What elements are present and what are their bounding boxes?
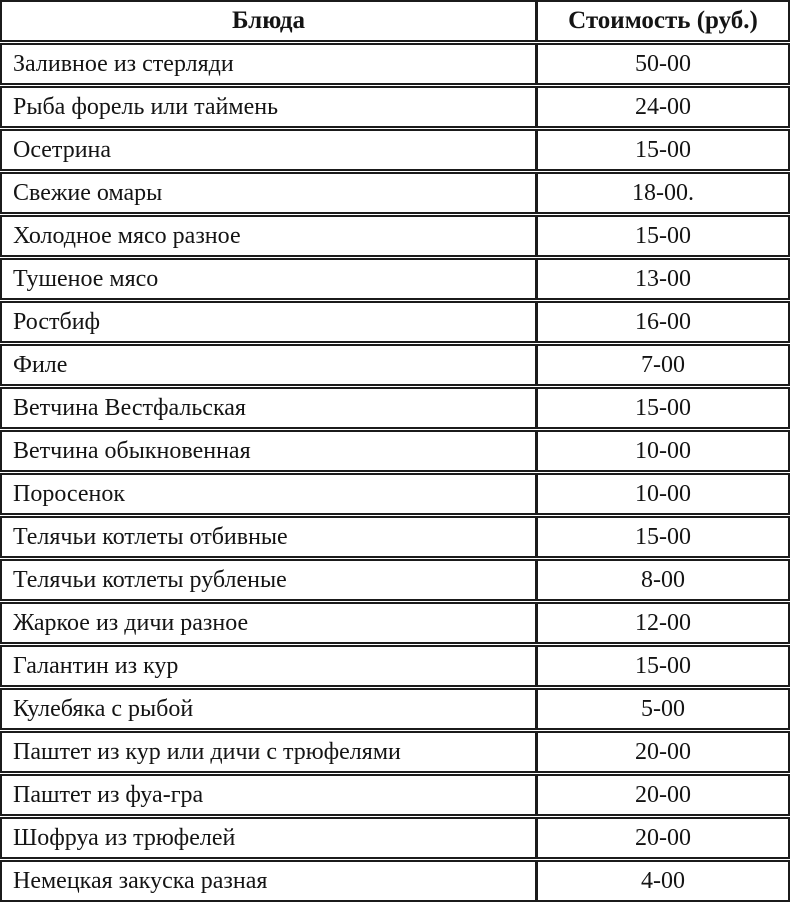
price-cell: 5-00 <box>641 695 685 722</box>
table-row: Тушеное мясо 13-00 <box>0 258 790 300</box>
dish-name-cell: Филе <box>2 346 538 384</box>
table-row: Ветчина обыкновенная 10-00 <box>0 430 790 472</box>
table-row: Рыба форель или таймень 24-00 <box>0 86 790 128</box>
table-row: Паштет из фуа-гра 20-00 <box>0 774 790 816</box>
dish-name-cell: Галантин из кур <box>2 647 538 685</box>
price-cell: 15-00 <box>635 652 691 679</box>
price-cell: 20-00 <box>635 824 691 851</box>
table-row: Телячьи котлеты отбивные 15-00 <box>0 516 790 558</box>
dish-name-cell: Паштет из кур или дичи с трюфелями <box>2 733 538 771</box>
dish-name-cell: Тушеное мясо <box>2 260 538 298</box>
table-row: Филе 7-00 <box>0 344 790 386</box>
header-price-column: Стоимость (руб.) <box>568 7 758 34</box>
price-cell: 13-00 <box>635 265 691 292</box>
dish-name-cell: Заливное из стерляди <box>2 45 538 83</box>
dish-name-cell: Ростбиф <box>2 303 538 341</box>
price-cell: 18-00. <box>632 179 694 206</box>
table-row: Шофруа из трюфелей 20-00 <box>0 817 790 859</box>
dish-name-cell: Немецкая закуска разная <box>2 862 538 900</box>
dish-name-cell: Ветчина обыкновенная <box>2 432 538 470</box>
dish-name-cell: Ветчина Вестфальская <box>2 389 538 427</box>
table-row: Осетрина 15-00 <box>0 129 790 171</box>
table-row: Галантин из кур 15-00 <box>0 645 790 687</box>
table-row: Заливное из стерляди 50-00 <box>0 43 790 85</box>
dish-name-cell: Шофруа из трюфелей <box>2 819 538 857</box>
price-cell: 20-00 <box>635 738 691 765</box>
price-cell: 15-00 <box>635 394 691 421</box>
table-row: Свежие омары 18-00. <box>0 172 790 214</box>
price-cell: 20-00 <box>635 781 691 808</box>
price-cell: 12-00 <box>635 609 691 636</box>
table-row: Холодное мясо разное 15-00 <box>0 215 790 257</box>
dish-name-cell: Телячьи котлеты рубленые <box>2 561 538 599</box>
dish-name-cell: Жаркое из дичи разное <box>2 604 538 642</box>
table-row: Немецкая закуска разная 4-00 <box>0 860 790 902</box>
price-cell: 8-00 <box>641 566 685 593</box>
price-cell: 24-00 <box>635 93 691 120</box>
price-cell: 15-00 <box>635 222 691 249</box>
table-row: Паштет из кур или дичи с трюфелями 20-00 <box>0 731 790 773</box>
dish-name-cell: Рыба форель или таймень <box>2 88 538 126</box>
table-row: Поросенок 10-00 <box>0 473 790 515</box>
price-cell: 7-00 <box>641 351 685 378</box>
dish-name-cell: Кулебяка с рыбой <box>2 690 538 728</box>
dish-name-cell: Паштет из фуа-гра <box>2 776 538 814</box>
dish-name-cell: Телячьи котлеты отбивные <box>2 518 538 556</box>
price-cell: 15-00 <box>635 136 691 163</box>
dish-name-cell: Осетрина <box>2 131 538 169</box>
dish-name-cell: Свежие омары <box>2 174 538 212</box>
dish-name-cell: Поросенок <box>2 475 538 513</box>
table-row: Кулебяка с рыбой 5-00 <box>0 688 790 730</box>
table-row: Телячьи котлеты рубленые 8-00 <box>0 559 790 601</box>
price-cell: 50-00 <box>635 50 691 77</box>
table-header-row: Блюда Стоимость (руб.) <box>0 0 790 42</box>
table-row: Ростбиф 16-00 <box>0 301 790 343</box>
table-row: Ветчина Вестфальская 15-00 <box>0 387 790 429</box>
price-cell: 10-00 <box>635 437 691 464</box>
price-cell: 4-00 <box>641 867 685 894</box>
dish-name-cell: Холодное мясо разное <box>2 217 538 255</box>
header-dish-column: Блюда <box>2 2 538 40</box>
price-cell: 16-00 <box>635 308 691 335</box>
price-cell: 10-00 <box>635 480 691 507</box>
price-cell: 15-00 <box>635 523 691 550</box>
table-row: Жаркое из дичи разное 12-00 <box>0 602 790 644</box>
